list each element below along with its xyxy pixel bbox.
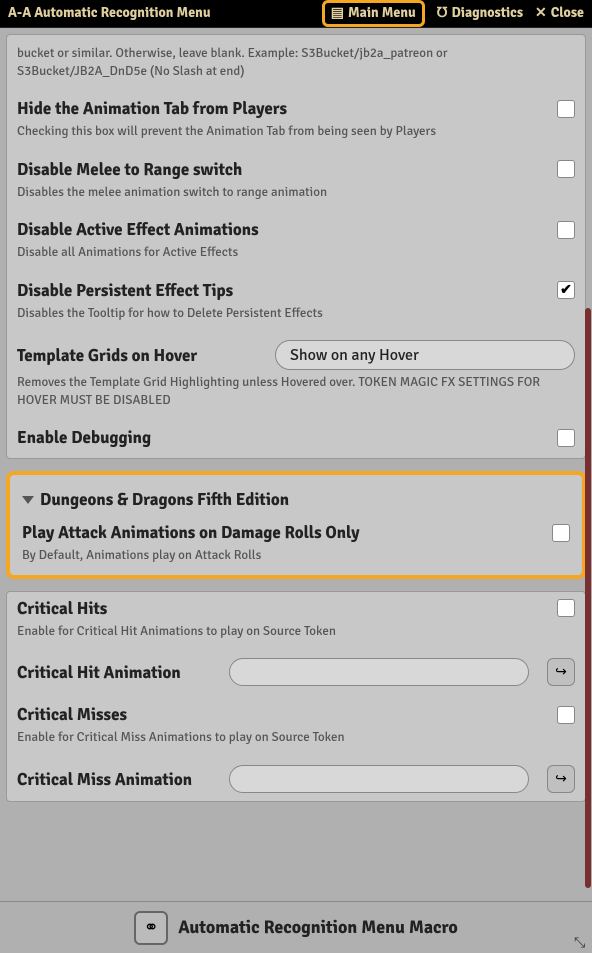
hide-tab-row: Hide the Animation Tab from Players Chec… <box>17 90 575 151</box>
debugging-checkbox[interactable] <box>557 429 575 447</box>
s3-desc: bucket or similar. Otherwise, leave blan… <box>17 45 575 80</box>
close-label: Close <box>551 5 584 22</box>
scrollbar[interactable] <box>585 308 591 888</box>
disable-melee-checkbox[interactable] <box>557 160 575 178</box>
diagnostics-button[interactable]: ℧ Diagnostics <box>437 5 523 22</box>
window-title: A-A Automatic Recognition Menu <box>8 5 322 22</box>
crit-hits-row: Critical Hits Enable for Critical Hit An… <box>17 598 575 651</box>
footer-bar[interactable]: ⚭ Automatic Recognition Menu Macro <box>0 901 592 953</box>
crit-hit-anim-title: Critical Hit Animation <box>17 662 217 683</box>
disable-melee-desc: Disables the melee animation switch to r… <box>17 184 575 202</box>
crit-miss-anim-title: Critical Miss Animation <box>17 769 217 790</box>
hide-tab-title: Hide the Animation Tab from Players <box>17 98 287 119</box>
crit-misses-title: Critical Misses <box>17 704 127 725</box>
template-grids-desc: Removes the Template Grid Highlighting u… <box>17 374 575 409</box>
hide-tab-checkbox[interactable] <box>557 100 575 118</box>
crit-miss-anim-input[interactable] <box>229 765 529 793</box>
dnd-settings-panel: Critical Hits Enable for Critical Hit An… <box>6 591 586 802</box>
crit-miss-anim-row: Critical Miss Animation ↪ <box>17 757 575 795</box>
macro-icon: ⚭ <box>134 911 168 945</box>
attack-dmg-row: Play Attack Animations on Damage Rolls O… <box>22 514 570 565</box>
file-import-icon: ↪ <box>555 771 567 788</box>
stethoscope-icon: ℧ <box>437 5 448 22</box>
dnd-section-header[interactable]: Dungeons & Dragons Fifth Edition <box>22 483 570 514</box>
caret-down-icon <box>22 496 34 504</box>
template-grids-select[interactable]: Show on any Hover <box>275 340 575 370</box>
crit-misses-checkbox[interactable] <box>557 706 575 724</box>
general-settings-panel: bucket or similar. Otherwise, leave blan… <box>6 34 586 459</box>
list-icon: ▤ <box>331 5 344 22</box>
disable-active-title: Disable Active Effect Animations <box>17 219 259 240</box>
resize-handle[interactable]: ⤡ <box>574 935 590 951</box>
debugging-row: Enable Debugging <box>17 419 575 452</box>
disable-persist-row: Disable Persistent Effect Tips Disables … <box>17 272 575 333</box>
disable-melee-title: Disable Melee to Range switch <box>17 159 242 180</box>
disable-persist-desc: Disables the Tooltip for how to Delete P… <box>17 305 575 323</box>
file-import-icon: ↪ <box>555 664 567 681</box>
s3-setting-row: bucket or similar. Otherwise, leave blan… <box>17 45 575 90</box>
disable-active-checkbox[interactable] <box>557 221 575 239</box>
crit-misses-row: Critical Misses Enable for Critical Miss… <box>17 696 575 757</box>
close-icon: ✕ <box>535 5 547 22</box>
disable-active-desc: Disable all Animations for Active Effect… <box>17 244 575 262</box>
attack-dmg-checkbox[interactable] <box>552 524 570 542</box>
crit-miss-anim-file-button[interactable]: ↪ <box>547 765 575 793</box>
attack-dmg-title: Play Attack Animations on Damage Rolls O… <box>22 522 360 543</box>
main-menu-button[interactable]: ▤ Main Menu <box>322 0 425 27</box>
disable-active-row: Disable Active Effect Animations Disable… <box>17 211 575 272</box>
content-area: bucket or similar. Otherwise, leave blan… <box>0 28 592 901</box>
attack-dmg-desc: By Default, Animations play on Attack Ro… <box>22 547 570 565</box>
disable-persist-title: Disable Persistent Effect Tips <box>17 280 233 301</box>
crit-misses-desc: Enable for Critical Miss Animations to p… <box>17 729 575 747</box>
template-grids-title: Template Grids on Hover <box>17 345 197 366</box>
crit-hits-checkbox[interactable] <box>557 599 575 617</box>
close-button[interactable]: ✕ Close <box>535 5 584 22</box>
footer-label: Automatic Recognition Menu Macro <box>178 917 458 939</box>
window-header: A-A Automatic Recognition Menu ▤ Main Me… <box>0 0 592 28</box>
disable-melee-row: Disable Melee to Range switch Disables t… <box>17 151 575 212</box>
hide-tab-desc: Checking this box will prevent the Anima… <box>17 123 575 141</box>
header-buttons: ▤ Main Menu ℧ Diagnostics ✕ Close <box>322 0 584 27</box>
disable-persist-checkbox[interactable] <box>557 281 575 299</box>
dnd-section-title: Dungeons & Dragons Fifth Edition <box>40 489 289 510</box>
crit-hit-anim-file-button[interactable]: ↪ <box>547 658 575 686</box>
crit-hits-title: Critical Hits <box>17 598 107 619</box>
diagnostics-label: Diagnostics <box>451 5 523 22</box>
template-grids-row: Template Grids on Hover Show on any Hove… <box>17 332 575 419</box>
crit-hit-anim-input[interactable] <box>229 658 529 686</box>
crit-hit-anim-row: Critical Hit Animation ↪ <box>17 650 575 696</box>
main-menu-label: Main Menu <box>348 5 416 22</box>
debugging-title: Enable Debugging <box>17 427 151 448</box>
crit-hits-desc: Enable for Critical Hit Animations to pl… <box>17 623 575 641</box>
dnd-section-highlight: Dungeons & Dragons Fifth Edition Play At… <box>6 471 586 579</box>
